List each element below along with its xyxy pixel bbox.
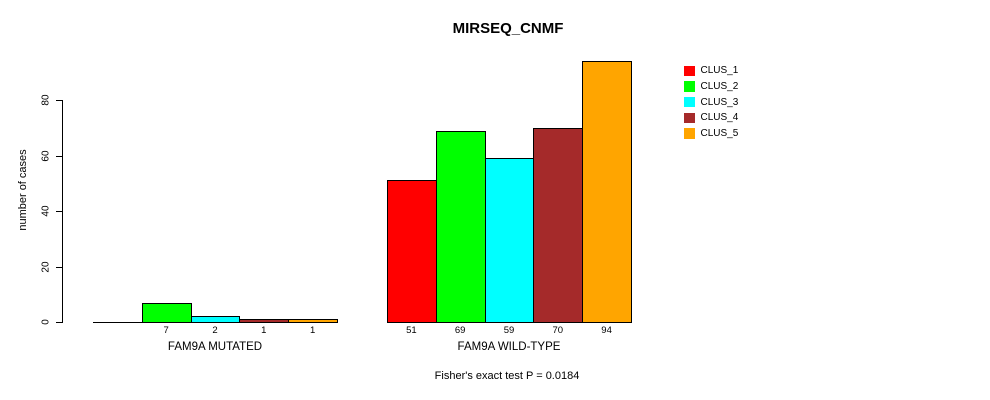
legend-label: CLUS_1 [700, 65, 739, 77]
legend-item-clus_4: CLUS_4 [684, 110, 738, 126]
y-axis-tick-label: 20 [40, 261, 52, 273]
bar-count-label: 59 [503, 325, 515, 336]
bar-clus_2 [142, 303, 192, 323]
fisher-test-annotation: Fisher's exact test P = 0.0184 [434, 370, 580, 382]
y-axis-tick [56, 211, 62, 212]
legend-item-clus_3: CLUS_3 [684, 94, 738, 110]
bar-count-label: 2 [212, 325, 218, 336]
bar-clus_3 [191, 316, 240, 323]
bar-clus_4 [533, 128, 583, 323]
y-axis-line [62, 100, 63, 323]
group-label: FAM9A MUTATED [167, 341, 263, 353]
bar-clus_1 [387, 180, 437, 323]
y-axis-tick-label: 60 [40, 150, 52, 162]
legend-label: CLUS_5 [700, 128, 739, 140]
y-axis-tick [56, 156, 62, 157]
bar-clus_2 [436, 131, 486, 323]
legend-swatch-icon [684, 65, 695, 77]
y-axis-tick-label: 80 [40, 94, 52, 106]
bar-clus_4 [239, 319, 289, 323]
legend: CLUS_1 CLUS_2 CLUS_3 CLUS_4 CLUS_5 [684, 63, 738, 141]
bar-clus_1-zero [93, 322, 143, 323]
legend-swatch-icon [684, 96, 695, 108]
group-label: FAM9A WILD-TYPE [457, 341, 561, 353]
y-axis-tick-label: 40 [40, 205, 52, 217]
bar-count-label: 69 [454, 325, 466, 336]
legend-item-clus_1: CLUS_1 [684, 63, 738, 79]
legend-label: CLUS_3 [700, 96, 739, 108]
bar-count-label: 7 [163, 325, 169, 336]
legend-swatch-icon [684, 81, 695, 92]
bar-clus_5 [582, 61, 632, 323]
y-axis-tick [56, 267, 62, 268]
legend-swatch-icon [684, 112, 695, 124]
chart-title: MIRSEQ_CNMF [452, 20, 564, 37]
bar-count-label: 94 [601, 325, 612, 336]
bar-clus_5 [288, 319, 338, 323]
legend-item-clus_5: CLUS_5 [684, 126, 738, 142]
legend-label: CLUS_2 [700, 81, 739, 93]
bar-clus_3 [485, 158, 534, 323]
y-axis-label: number of cases [17, 149, 29, 231]
legend-label: CLUS_4 [700, 112, 739, 124]
bar-count-label: 51 [406, 325, 417, 336]
bar-count-label: 1 [261, 325, 267, 336]
bar-count-label: 1 [309, 325, 316, 336]
y-axis-tick [56, 100, 62, 101]
legend-item-clus_2: CLUS_2 [684, 79, 738, 95]
legend-swatch-icon [684, 128, 695, 139]
y-axis-tick-label: 0 [40, 319, 52, 325]
y-axis-tick [56, 322, 62, 323]
bar-count-label: 70 [552, 325, 564, 336]
